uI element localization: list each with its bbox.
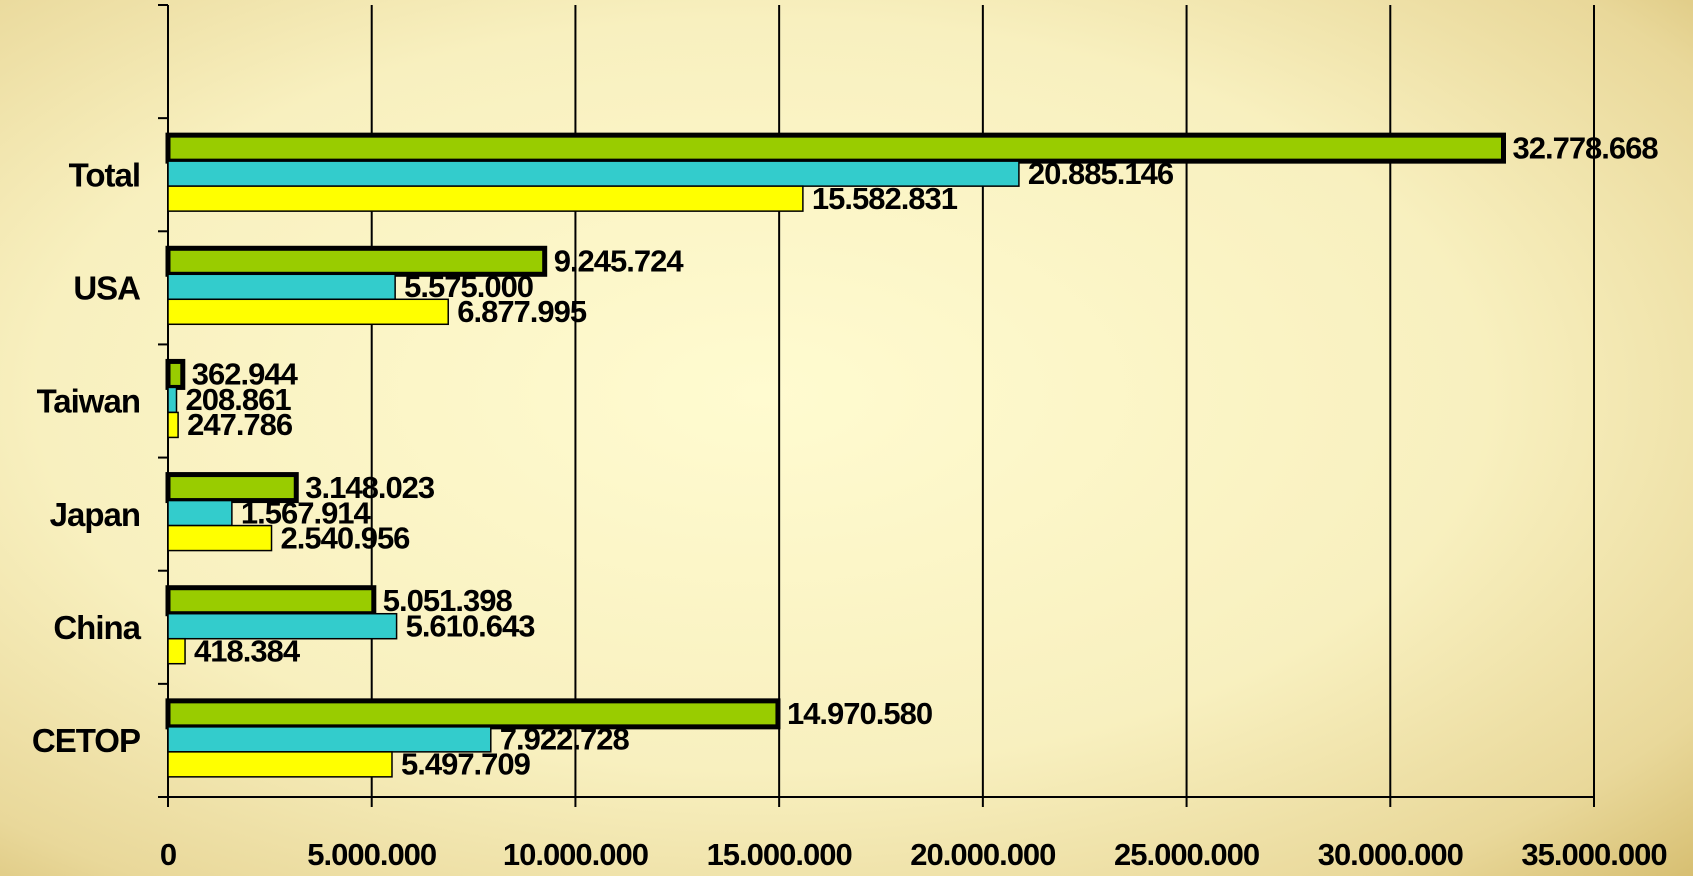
value-label: 5.051.398: [383, 583, 513, 618]
y-tick-label: Total: [69, 156, 140, 193]
bar: [167, 185, 804, 212]
y-tick-label: China: [53, 609, 141, 646]
x-tick-label: 20.000.000: [910, 837, 1055, 872]
bar: [167, 160, 1020, 187]
y-tick-label: Taiwan: [37, 383, 140, 420]
bar: [167, 411, 179, 439]
value-label: 5.497.709: [401, 747, 531, 782]
value-label: 208.861: [186, 382, 292, 417]
x-tick-label: 5.000.000: [307, 837, 436, 872]
bar: [167, 751, 393, 778]
value-label: 7.922.728: [500, 722, 630, 757]
value-label: 362.944: [192, 357, 299, 392]
value-label: 2.540.956: [281, 520, 411, 555]
value-label: 14.970.580: [787, 696, 932, 731]
value-label: 1.567.914: [241, 495, 372, 530]
value-label: 247.786: [187, 407, 293, 442]
value-label: 6.877.995: [457, 294, 587, 329]
bar: [167, 524, 273, 552]
y-tick-label: Japan: [50, 496, 140, 533]
bar: [167, 386, 178, 414]
value-label: 20.885.146: [1028, 156, 1174, 191]
value-label: 5.610.643: [406, 608, 536, 643]
value-label: 15.582.831: [812, 181, 958, 216]
bar: [167, 298, 449, 326]
bar: [167, 612, 398, 640]
x-tick-label: 0: [160, 837, 176, 872]
bar: [167, 273, 396, 301]
x-tick-label: 15.000.000: [707, 837, 852, 872]
bar: [165, 698, 781, 730]
bar: [165, 585, 377, 617]
value-label: 5.575.000: [404, 269, 533, 304]
bar: [165, 132, 1506, 164]
x-tick-label: 25.000.000: [1114, 837, 1259, 872]
value-label: 418.384: [194, 633, 301, 668]
y-tick-label: CETOP: [32, 722, 140, 759]
x-tick-label: 35.000.000: [1521, 837, 1666, 872]
bar: [167, 499, 233, 527]
bar: [167, 637, 186, 665]
y-tick-label: USA: [73, 270, 140, 307]
value-label: 9.245.724: [554, 243, 685, 278]
bar: [165, 358, 186, 390]
value-label: 32.778.668: [1512, 130, 1658, 165]
value-label: 3.148.023: [305, 470, 435, 505]
x-tick-label: 10.000.000: [503, 837, 648, 872]
x-tick-label: 30.000.000: [1318, 837, 1463, 872]
